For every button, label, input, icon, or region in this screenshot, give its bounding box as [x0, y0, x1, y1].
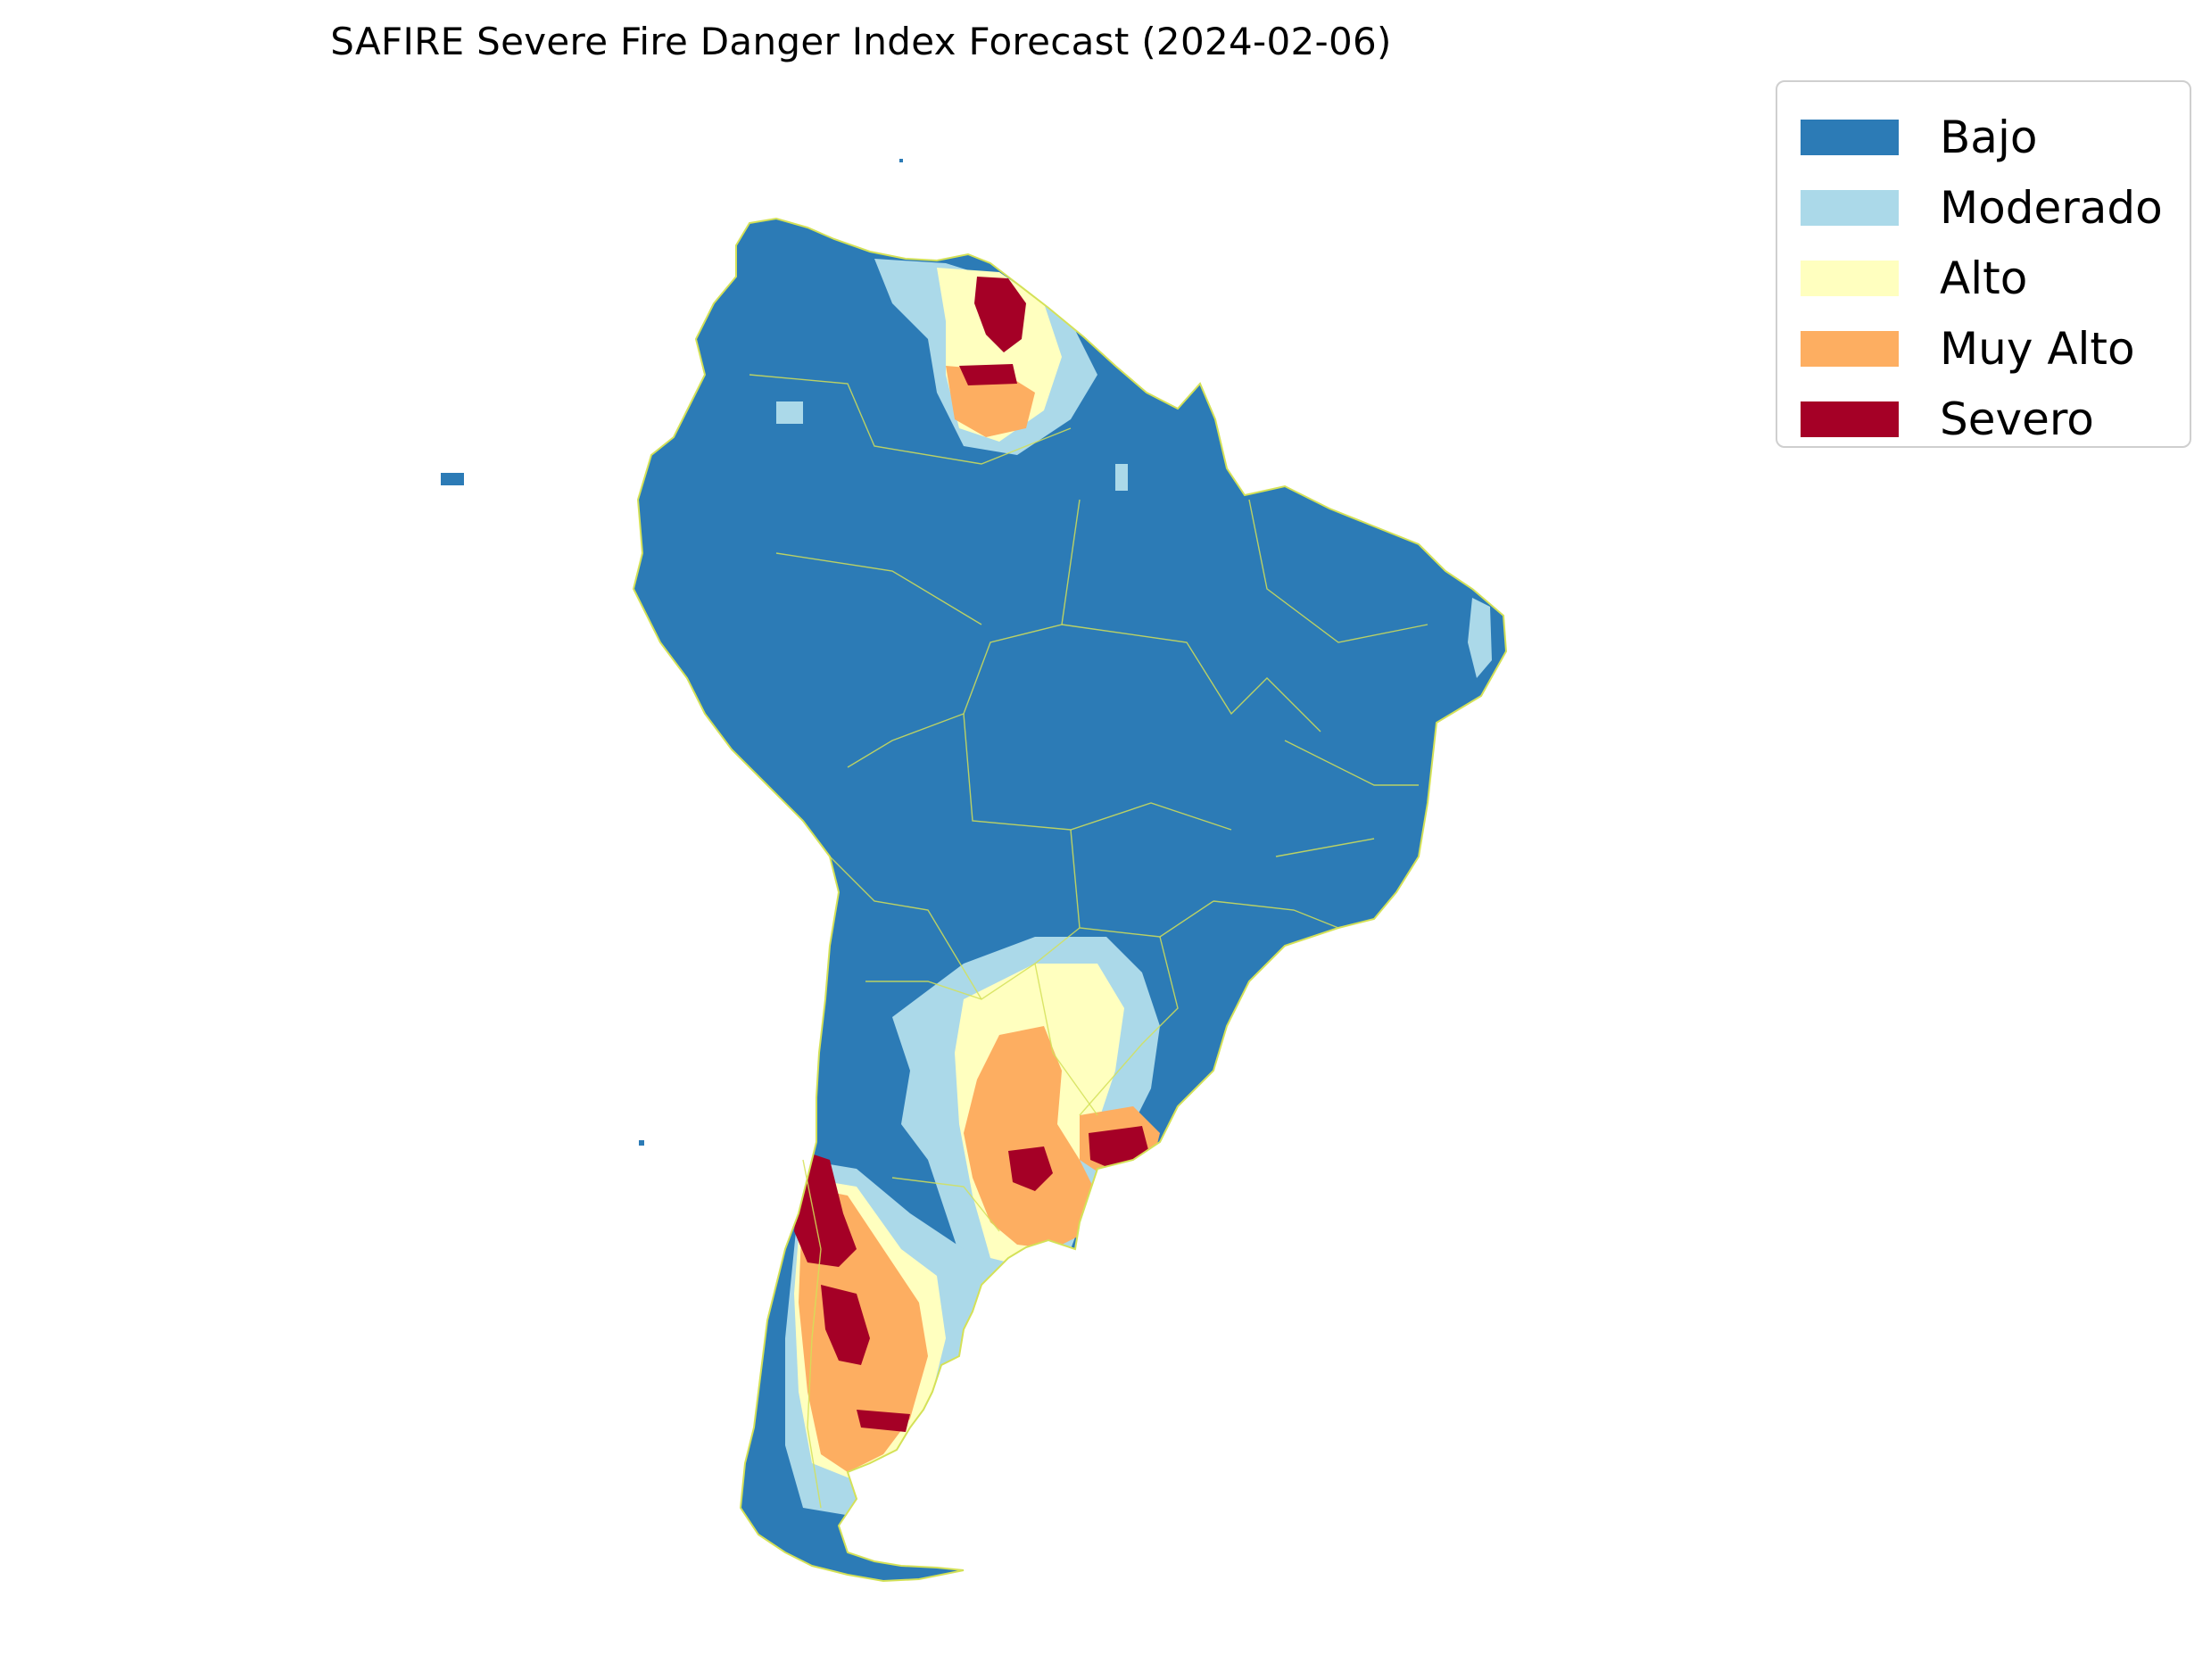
legend-swatch-moderado: [1801, 189, 1899, 226]
legend-swatch-muy-alto: [1801, 330, 1899, 367]
zone-muyalto-central: [964, 1026, 1097, 1249]
legend-swatch-severo: [1801, 401, 1899, 437]
legend-label-alto: Alto: [1940, 252, 2028, 304]
zone-severo-north-2: [959, 364, 1017, 385]
legend-item-muy-alto: Muy Alto: [1801, 313, 2190, 384]
zone-moderado-patch: [776, 401, 803, 424]
legend-item-severo: Severo: [1801, 384, 2190, 454]
legend-swatch-alto: [1801, 260, 1899, 296]
legend-label-moderado: Moderado: [1940, 181, 2163, 234]
galapagos-islands: [441, 473, 464, 485]
legend: Bajo Moderado Alto Muy Alto Severo: [1776, 80, 2191, 448]
zone-moderado-tierra: [803, 1472, 879, 1508]
legend-item-bajo: Bajo: [1801, 102, 2190, 172]
legend-label-muy-alto: Muy Alto: [1940, 322, 2135, 375]
legend-item-alto: Alto: [1801, 243, 2190, 313]
legend-swatch-bajo: [1801, 119, 1899, 155]
zone-moderado-patch: [1115, 464, 1128, 491]
legend-item-moderado: Moderado: [1801, 172, 2190, 243]
legend-label-severo: Severo: [1940, 393, 2094, 445]
zone-severo-north: [974, 277, 1026, 352]
zone-severo-central: [1008, 1146, 1053, 1191]
islands: [441, 159, 903, 1146]
zone-moderado-ne: [1468, 598, 1492, 678]
zone-severo-south-2: [821, 1285, 870, 1365]
coastline: [632, 217, 1508, 1583]
danger-zones: [776, 259, 1492, 1517]
land-base-bajo: [633, 219, 1506, 1581]
island-speck: [639, 1140, 644, 1146]
zone-severo-south-3: [857, 1410, 910, 1432]
zone-severo-south-1: [794, 1151, 857, 1267]
admin-borders: [749, 374, 1428, 1509]
legend-label-bajo: Bajo: [1940, 111, 2038, 163]
island-speck: [899, 159, 903, 162]
map-title: SAFIRE Severe Fire Danger Index Forecast…: [330, 20, 1392, 63]
